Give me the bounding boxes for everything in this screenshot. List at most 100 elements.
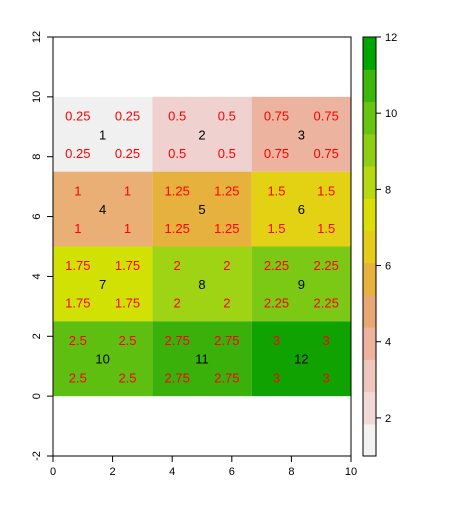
cell-value-label: 0.75 — [264, 146, 289, 161]
legend-tick-label: 4 — [385, 337, 391, 349]
cell-value-label: 2.5 — [118, 333, 136, 348]
x-axis: 0 2 4 6 8 10 — [50, 456, 357, 478]
legend-color-swatch — [363, 423, 376, 457]
cell-value-label: 0.75 — [264, 109, 289, 124]
legend-color-swatch — [363, 327, 376, 360]
cell-id-label: 12 — [294, 352, 308, 367]
cell-value-label: 2.25 — [264, 258, 289, 273]
y-tick-label: 10 — [31, 91, 43, 103]
cell-value-label: 1.75 — [65, 258, 90, 273]
x-tick-label: 2 — [110, 466, 116, 478]
heatmap-cells — [53, 96, 351, 397]
cell-value-label: 2 — [174, 258, 181, 273]
cell-value-label: 1 — [124, 221, 131, 236]
heatmap-cell-8 — [152, 246, 252, 322]
cell-value-label: 1.5 — [317, 221, 335, 236]
cell-value-label: 2.75 — [165, 370, 190, 385]
heatmap-cell-10 — [53, 321, 153, 397]
cell-id-label: 2 — [198, 127, 205, 142]
cell-value-label: 1.5 — [267, 183, 285, 198]
cell-value-label: 2.5 — [69, 370, 87, 385]
heatmap-cell-5 — [152, 171, 252, 247]
cell-value-label: 2 — [223, 258, 230, 273]
heatmap-cell-12 — [251, 321, 351, 397]
cell-id-label: 10 — [95, 352, 109, 367]
legend-color-swatch — [363, 262, 376, 296]
cell-value-label: 0.5 — [218, 109, 236, 124]
cell-value-label: 2.25 — [314, 258, 339, 273]
legend-color-swatch — [363, 359, 376, 393]
heatmap-cell-11 — [152, 321, 252, 397]
color-legend: 2 4 6 8 10 12 — [362, 32, 397, 457]
y-tick-label: 4 — [31, 273, 43, 279]
cell-value-label: 0.25 — [65, 146, 90, 161]
cell-id-label: 7 — [99, 277, 106, 292]
heatmap-cell-6 — [251, 171, 351, 247]
cell-value-label: 0.5 — [168, 146, 186, 161]
cell-id-label: 8 — [198, 277, 205, 292]
x-tick-label: 6 — [229, 466, 235, 478]
cell-value-label: 0.5 — [168, 109, 186, 124]
cell-value-label: 1.25 — [165, 221, 190, 236]
cell-value-label: 2.25 — [264, 296, 289, 311]
y-tick-label: 2 — [31, 333, 43, 339]
heatmap-cell-1 — [53, 96, 153, 172]
legend-color-swatch — [363, 101, 376, 135]
heatmap-cell-labels: 1 0.25 0.25 0.25 0.25 2 0.5 0.5 0.5 0.5 3 0.75 0.75 0… — [65, 109, 339, 386]
cell-value-label: 1 — [74, 183, 81, 198]
legend-tick-label: 6 — [385, 261, 391, 273]
y-tick-label: 12 — [31, 31, 43, 43]
cell-value-label: 1.25 — [214, 221, 239, 236]
x-tick-label: 4 — [169, 466, 175, 478]
cell-value-label: 0.25 — [115, 146, 140, 161]
cell-value-label: 1.5 — [267, 221, 285, 236]
heatmap-cell-2 — [152, 96, 252, 172]
legend-color-swatch — [363, 294, 376, 328]
legend-tick-label: 10 — [385, 108, 397, 120]
cell-value-label: 0.25 — [115, 109, 140, 124]
y-tick-label: 0 — [31, 393, 43, 399]
x-tick-label: 0 — [50, 466, 56, 478]
cell-value-label: 1.75 — [115, 296, 140, 311]
cell-value-label: 1.5 — [317, 183, 335, 198]
cell-value-label: 0.5 — [218, 146, 236, 161]
cell-id-label: 11 — [195, 352, 209, 367]
x-tick-label: 8 — [288, 466, 294, 478]
cell-value-label: 3 — [323, 370, 330, 385]
cell-value-label: 2.5 — [118, 370, 136, 385]
heatmap-cell-4 — [53, 171, 153, 247]
legend-color-swatch — [363, 69, 376, 103]
cell-value-label: 2.75 — [214, 370, 239, 385]
cell-value-label: 0.75 — [314, 109, 339, 124]
cell-value-label: 2 — [174, 296, 181, 311]
cell-id-label: 3 — [298, 127, 305, 142]
heatmap-cell-7 — [53, 246, 153, 322]
cell-value-label: 1.25 — [214, 183, 239, 198]
legend-color-swatch — [363, 133, 376, 167]
cell-id-label: 5 — [198, 202, 205, 217]
legend-color-swatch — [363, 198, 376, 231]
cell-value-label: 2.25 — [314, 296, 339, 311]
cell-value-label: 3 — [273, 370, 280, 385]
legend-tick-label: 2 — [385, 413, 391, 425]
legend-color-swatch — [363, 165, 376, 199]
legend-color-swatch — [363, 391, 376, 425]
cell-value-label: 1 — [124, 183, 131, 198]
cell-id-label: 6 — [298, 202, 305, 217]
cell-value-label: 3 — [323, 333, 330, 348]
legend-color-swatch — [363, 37, 376, 70]
cell-value-label: 0.25 — [65, 109, 90, 124]
plot-frame — [52, 36, 352, 457]
cell-value-label: 1 — [74, 221, 81, 236]
cell-id-label: 9 — [298, 277, 305, 292]
cell-value-label: 2.5 — [69, 333, 87, 348]
cell-value-label: 2.75 — [165, 333, 190, 348]
cell-value-label: 2.75 — [214, 333, 239, 348]
y-tick-label: 6 — [31, 214, 43, 220]
y-tick-label: -2 — [31, 451, 43, 461]
heatmap-cell-3 — [251, 96, 351, 172]
legend-tick-label: 8 — [385, 184, 391, 196]
heatmap-cell-9 — [251, 246, 351, 322]
cell-value-label: 1.75 — [65, 296, 90, 311]
cell-id-label: 4 — [99, 202, 106, 217]
